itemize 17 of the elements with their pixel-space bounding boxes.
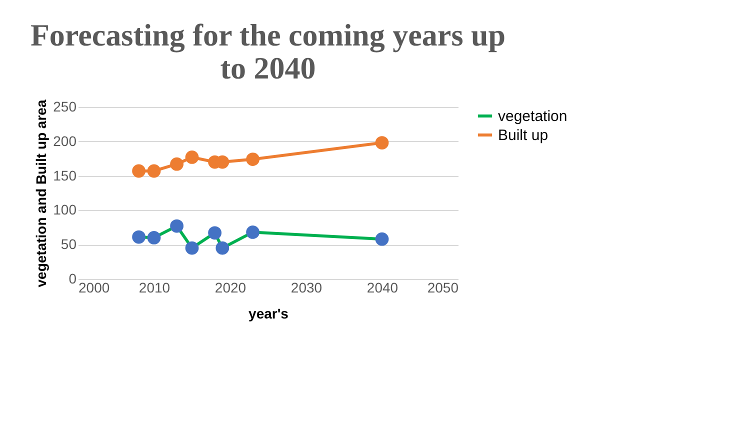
x-tick-label: 2020 (214, 280, 246, 296)
chart-title: Forecasting for the coming years up to 2040 (30, 17, 506, 86)
x-tick-label: 2040 (366, 280, 398, 296)
y-tick-label: 0 (68, 270, 77, 286)
x-tick-label: 2000 (78, 280, 110, 296)
x-tick-label: 2010 (138, 280, 170, 296)
x-tick-label: 2050 (427, 280, 459, 296)
y-tick-label: 250 (53, 98, 77, 114)
y-tick-label: 200 (53, 132, 77, 149)
y-axis-title: vegetation and Built up area (33, 100, 50, 288)
x-tick-label: 2030 (290, 280, 322, 296)
x-axis-title: year's (248, 306, 289, 322)
y-tick-label: 100 (53, 202, 77, 218)
y-tick-label: 50 (60, 236, 77, 252)
y-tick-label: 150 (53, 167, 77, 184)
legend-label: vegetation (498, 108, 568, 125)
legend-label: Built up (498, 127, 548, 144)
